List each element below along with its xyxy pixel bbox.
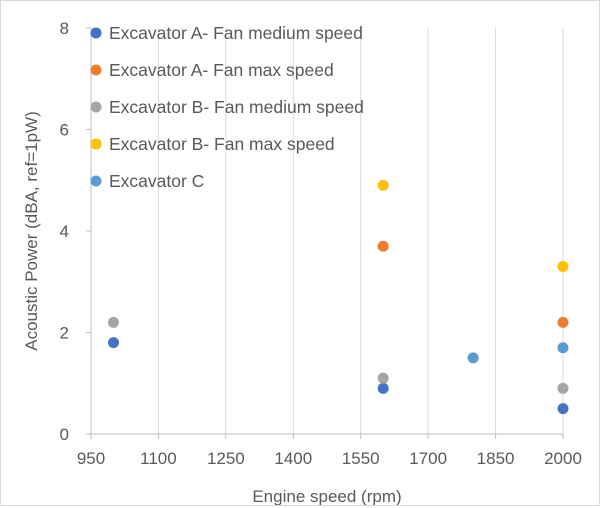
data-point	[107, 337, 119, 349]
tick-labels: 0 2 4 6 8 950 1100 1250 1400 1550 1700 1850 2000	[60, 19, 582, 468]
legend-label: Excavator C	[109, 171, 204, 191]
x-tick-label: 1250	[207, 449, 245, 468]
data-point	[557, 382, 569, 394]
data-point	[557, 403, 569, 415]
x-tick-label: 950	[77, 449, 105, 468]
data-point	[557, 316, 569, 328]
data-point	[467, 352, 479, 364]
y-tick-label: 4	[60, 222, 69, 241]
y-tick-label: 2	[60, 324, 69, 343]
data-point	[557, 261, 569, 273]
x-tick-label: 1100	[140, 449, 177, 468]
data-point	[377, 372, 389, 384]
data-point	[377, 179, 389, 191]
y-tick-label: 8	[60, 19, 69, 38]
gridlines	[157, 28, 564, 434]
x-tick-label: 1400	[274, 449, 312, 468]
legend: Excavator A- Fan medium speed Excavator A…	[90, 23, 364, 191]
y-tick-label: 0	[60, 425, 69, 444]
x-tick-label: 1700	[409, 449, 447, 468]
data-points	[107, 179, 569, 415]
y-tick-label: 6	[60, 121, 69, 140]
legend-marker	[90, 138, 102, 150]
legend-label: Excavator A- Fan medium speed	[109, 23, 363, 43]
legend-marker	[90, 27, 102, 39]
legend-label: Excavator A- Fan max speed	[109, 60, 334, 80]
data-point	[557, 342, 569, 354]
legend-marker	[90, 64, 102, 76]
legend-marker	[90, 101, 102, 113]
legend-label: Excavator B- Fan max speed	[109, 134, 335, 154]
legend-label: Excavator B- Fan medium speed	[109, 97, 364, 117]
y-axis-label: Acoustic Power (dBA, ref=1pW)	[22, 111, 41, 351]
x-tick-label: 1850	[477, 449, 515, 468]
data-point	[107, 316, 119, 328]
axes	[86, 27, 564, 439]
legend-marker	[90, 175, 102, 187]
x-tick-label: 1550	[342, 449, 380, 468]
x-axis-label: Engine speed (rpm)	[252, 487, 401, 506]
data-point	[377, 382, 389, 394]
data-point	[377, 240, 389, 252]
x-tick-label: 2000	[544, 449, 582, 468]
